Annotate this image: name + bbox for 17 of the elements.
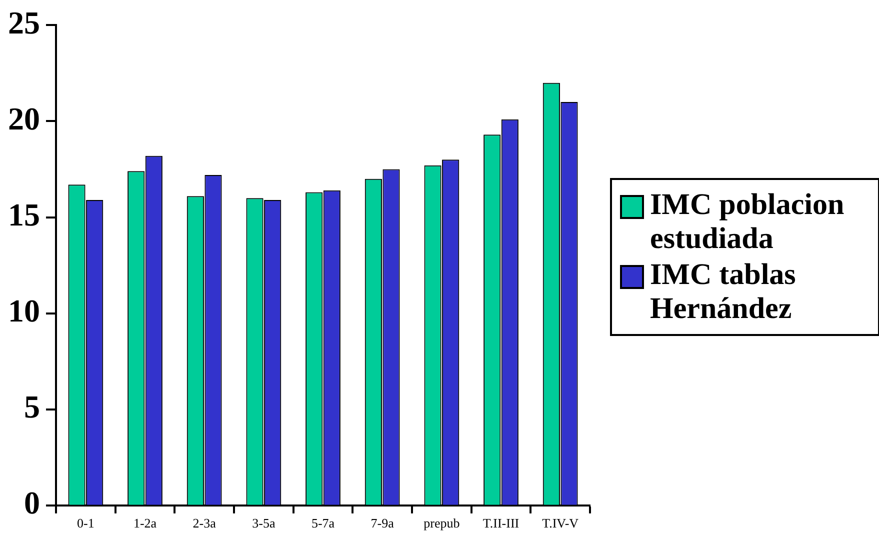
legend-label: IMC tablas Hernández: [650, 258, 797, 326]
y-tick-label: 10: [8, 292, 40, 329]
x-tick-label: T.II-III: [482, 516, 520, 531]
legend-label: IMC poblacion estudiada: [650, 188, 846, 256]
y-tick-label: 0: [24, 484, 40, 521]
x-tick-label: T.IV-V: [542, 516, 580, 531]
x-tick-label: 1-2a: [133, 516, 157, 531]
x-tick-label: 3-5a: [252, 516, 276, 531]
y-tick-label: 20: [8, 100, 40, 137]
x-tick-label: 0-1: [76, 516, 94, 531]
x-tick-label: 7-9a: [370, 516, 394, 531]
x-tick-label: 5-7a: [311, 516, 335, 531]
x-tick-label: 2-3a: [192, 516, 216, 531]
y-tick-label: 25: [8, 4, 40, 40]
y-tick-label: 15: [8, 196, 40, 233]
x-tick-label: prepub: [424, 516, 460, 531]
y-tick-label: 5: [24, 388, 40, 425]
